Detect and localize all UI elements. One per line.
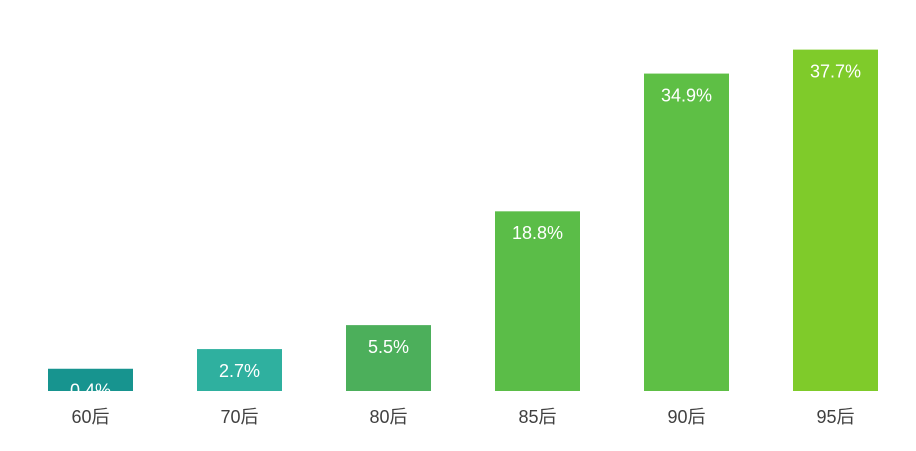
x-tick-label: 60后 — [71, 407, 109, 427]
x-tick-label: 95后 — [816, 407, 854, 427]
x-tick-label: 70后 — [220, 407, 258, 427]
value-label: 5.5% — [368, 337, 409, 357]
bar — [197, 349, 282, 391]
x-tick-label: 90后 — [667, 407, 705, 427]
value-label: 34.9% — [661, 85, 712, 105]
value-label: 0.4% — [70, 381, 111, 401]
x-tick-label: 85后 — [518, 407, 556, 427]
value-label: 18.8% — [512, 223, 563, 243]
bar — [644, 73, 729, 391]
plot-area: 0.4% 2.7% 5.5% 18.8% 34.9% 37.7% — [48, 49, 878, 401]
x-tick-label: 80后 — [369, 407, 407, 427]
bar — [346, 325, 431, 391]
bar — [793, 49, 878, 391]
bar — [48, 368, 133, 391]
bar — [495, 211, 580, 391]
value-label: 37.7% — [810, 61, 861, 81]
value-label: 2.7% — [219, 361, 260, 381]
